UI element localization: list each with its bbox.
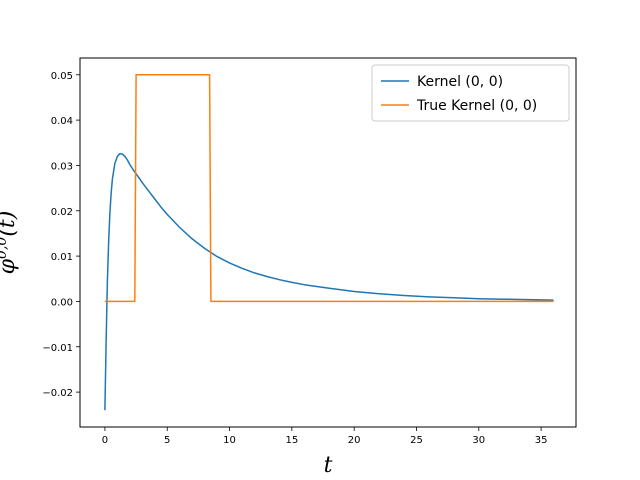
- legend-label-0: Kernel (0, 0): [417, 74, 503, 90]
- x-tick-label: 30: [472, 435, 485, 446]
- y-tick-label: 0.00: [51, 297, 73, 308]
- x-tick-label: 0: [102, 435, 108, 446]
- y-tick-label: 0.05: [51, 71, 73, 82]
- x-axis-label: t: [324, 453, 333, 478]
- plot-frame: [79, 57, 577, 428]
- legend-box: [371, 64, 570, 122]
- y-tick-label: 0.01: [51, 252, 73, 263]
- ticks-layer: 0 5 10 15 20 25 30 35 −0.02 −0.01 0.00 0.01 0.02 0.03…: [42, 71, 547, 446]
- series-line-0: [104, 152, 554, 411]
- y-axis-label: φ0,0(t): [0, 211, 20, 275]
- y-tick-label: 0.02: [51, 207, 73, 218]
- x-tick-label: 15: [285, 435, 298, 446]
- series-line-1: [104, 74, 554, 303]
- legend-label-1: True Kernel (0, 0): [416, 98, 537, 114]
- x-tick-label: 25: [410, 435, 423, 446]
- x-tick-label: 10: [223, 435, 236, 446]
- y-tick-label: 0.03: [51, 161, 73, 172]
- y-tick-label: −0.01: [42, 343, 73, 354]
- series-layer: [104, 74, 554, 411]
- x-tick-label: 5: [164, 435, 170, 446]
- x-tick-label: 20: [348, 435, 361, 446]
- y-tick-label: 0.04: [51, 116, 73, 127]
- x-tick-label: 35: [535, 435, 548, 446]
- legend: Kernel (0, 0) True Kernel (0, 0): [371, 64, 570, 122]
- y-tick-label: −0.02: [42, 388, 73, 399]
